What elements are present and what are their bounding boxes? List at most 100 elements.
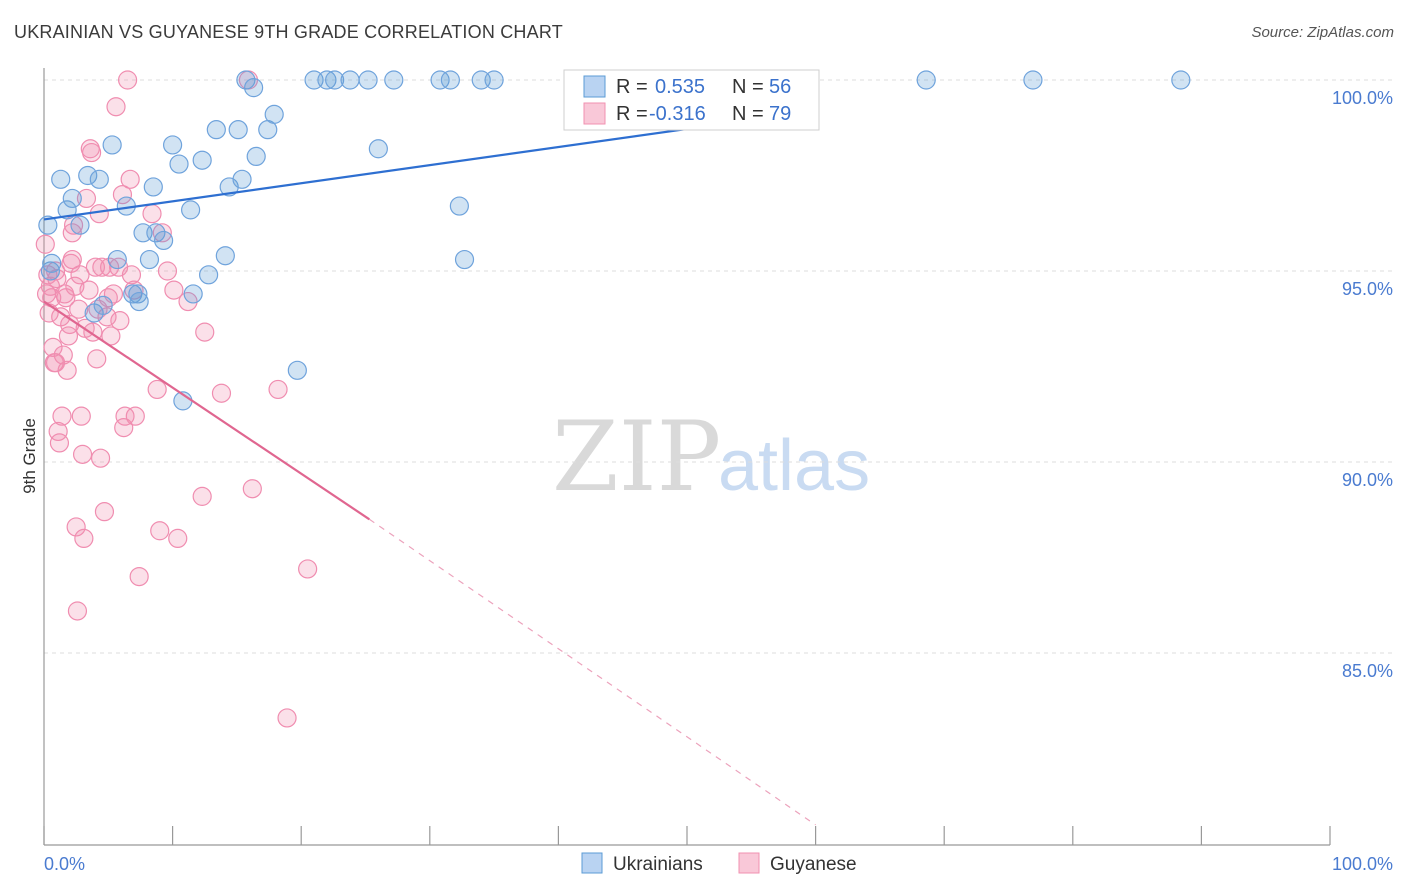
- ukrainian-point: [430, 70, 450, 90]
- ukrainian-point: [78, 165, 98, 186]
- guyanese-point: [97, 307, 117, 327]
- guyanese-point: [62, 249, 82, 270]
- ukrainian-point: [358, 70, 378, 90]
- guyanese-point: [117, 70, 138, 90]
- ukrainian-point: [228, 120, 248, 140]
- ukrainian-point: [42, 253, 62, 273]
- legend-swatch-guyanese: [583, 102, 606, 125]
- ukrainian-point: [454, 249, 475, 270]
- ukrainian-point: [384, 70, 404, 90]
- ukrainian-point: [40, 261, 61, 281]
- guyanese-point: [79, 280, 99, 300]
- guyanese-point: [101, 326, 121, 346]
- guyanese-point: [211, 383, 232, 403]
- y-tick-label: 90.0%: [1342, 470, 1393, 490]
- guyanese-point: [168, 528, 188, 549]
- legend-n-label-ukrainians: N =: [732, 76, 764, 98]
- ukrainian-point: [70, 215, 90, 235]
- ukrainian-point: [181, 200, 201, 220]
- ukrainian-point: [89, 169, 109, 189]
- guyanese-point: [94, 502, 115, 522]
- guyanese-trend-line: [43, 300, 370, 521]
- watermark-atlas: atlas: [718, 426, 870, 506]
- guyanese-point: [87, 349, 107, 369]
- y-tick-label: 100.0%: [1332, 88, 1393, 108]
- guyanese-point: [70, 265, 90, 285]
- series-legend-swatch-ukrainians: [581, 852, 603, 874]
- guyanese-point: [150, 521, 170, 541]
- ukrainian-point: [1023, 70, 1043, 90]
- guyanese-point: [106, 97, 126, 117]
- stats-legend: R = 0.535 N = 56 R = -0.316 N = 79: [563, 69, 820, 131]
- watermark-zip: ZIP: [552, 401, 721, 513]
- guyanese-point: [35, 234, 55, 254]
- legend-swatch-ukrainians: [583, 75, 606, 98]
- guyanese-point: [89, 204, 109, 224]
- guyanese-point: [152, 223, 172, 243]
- guyanese-point: [120, 169, 140, 189]
- ukrainian-point: [129, 291, 149, 312]
- guyanese-point: [125, 406, 145, 426]
- guyanese-trend-extension: [369, 518, 816, 826]
- ukrainian-point: [192, 150, 212, 170]
- ukrainian-point: [93, 295, 113, 315]
- guyanese-point: [76, 188, 97, 209]
- ukrainian-point: [123, 284, 143, 304]
- ukrainian-point: [368, 139, 388, 159]
- series-legend: Ukrainians Guyanese: [581, 852, 857, 875]
- guyanese-point: [110, 311, 130, 331]
- ukrainian-point: [51, 169, 71, 189]
- ukrainian-point: [449, 196, 469, 216]
- guyanese-point: [74, 528, 94, 549]
- ukrainian-point: [107, 249, 127, 270]
- guyanese-point: [142, 204, 162, 224]
- gridlines: [44, 79, 1395, 654]
- y-axis-label: 9th Grade: [20, 418, 39, 494]
- ukrainian-point: [1171, 70, 1191, 90]
- guyanese-point: [43, 337, 63, 357]
- guyanese-point: [92, 257, 112, 277]
- ukrainian-point: [264, 104, 284, 124]
- series-legend-swatch-guyanese: [738, 852, 760, 874]
- ukrainian-point: [206, 120, 226, 140]
- guyanese-point: [69, 299, 89, 319]
- ukrainian-point: [57, 200, 77, 220]
- ukrainian-point: [916, 70, 936, 90]
- ukrainian-trend-line: [43, 115, 778, 221]
- ukrainian-point: [325, 70, 345, 90]
- legend-r-value-guyanese: -0.316: [649, 103, 706, 125]
- legend-r-label-ukrainians: R =: [616, 76, 648, 98]
- guyanese-point: [192, 486, 212, 506]
- ukrainian-point: [199, 265, 219, 285]
- guyanese-point: [147, 379, 167, 400]
- ukrainian-point: [38, 215, 58, 235]
- guyanese-point: [121, 265, 142, 285]
- ukrainian-point: [317, 70, 337, 90]
- guyanese-point: [129, 566, 149, 587]
- ukrainian-point: [484, 70, 504, 90]
- series-legend-label-ukrainians: Ukrainians: [613, 854, 703, 875]
- ukrainian-point: [236, 70, 256, 90]
- source-label: Source: ZipAtlas.com: [1251, 24, 1394, 41]
- ukrainian-point: [340, 70, 360, 90]
- guyanese-point: [90, 448, 111, 468]
- legend-n-label-guyanese: N =: [732, 103, 764, 125]
- x-tick-label-max: 100.0%: [1332, 854, 1393, 874]
- guyanese-point: [298, 559, 318, 579]
- ukrainian-point: [232, 169, 252, 189]
- ukrainian-point: [287, 360, 307, 380]
- legend-r-value-ukrainians: 0.535: [655, 76, 705, 98]
- guyanese-point: [71, 406, 91, 426]
- guyanese-point: [66, 517, 86, 537]
- ukrainian-point: [215, 246, 235, 266]
- guyanese-point: [81, 142, 102, 163]
- guyanese-point: [53, 345, 73, 365]
- guyanese-point: [47, 269, 67, 289]
- guyanese-point: [164, 280, 184, 300]
- guyanese-point: [72, 444, 93, 464]
- guyanese-point: [67, 601, 88, 621]
- ukrainian-point: [169, 154, 189, 174]
- ukrainian-point: [143, 177, 163, 197]
- legend-n-value-guyanese: 79: [769, 103, 791, 125]
- ukrainian-points: [38, 70, 1191, 411]
